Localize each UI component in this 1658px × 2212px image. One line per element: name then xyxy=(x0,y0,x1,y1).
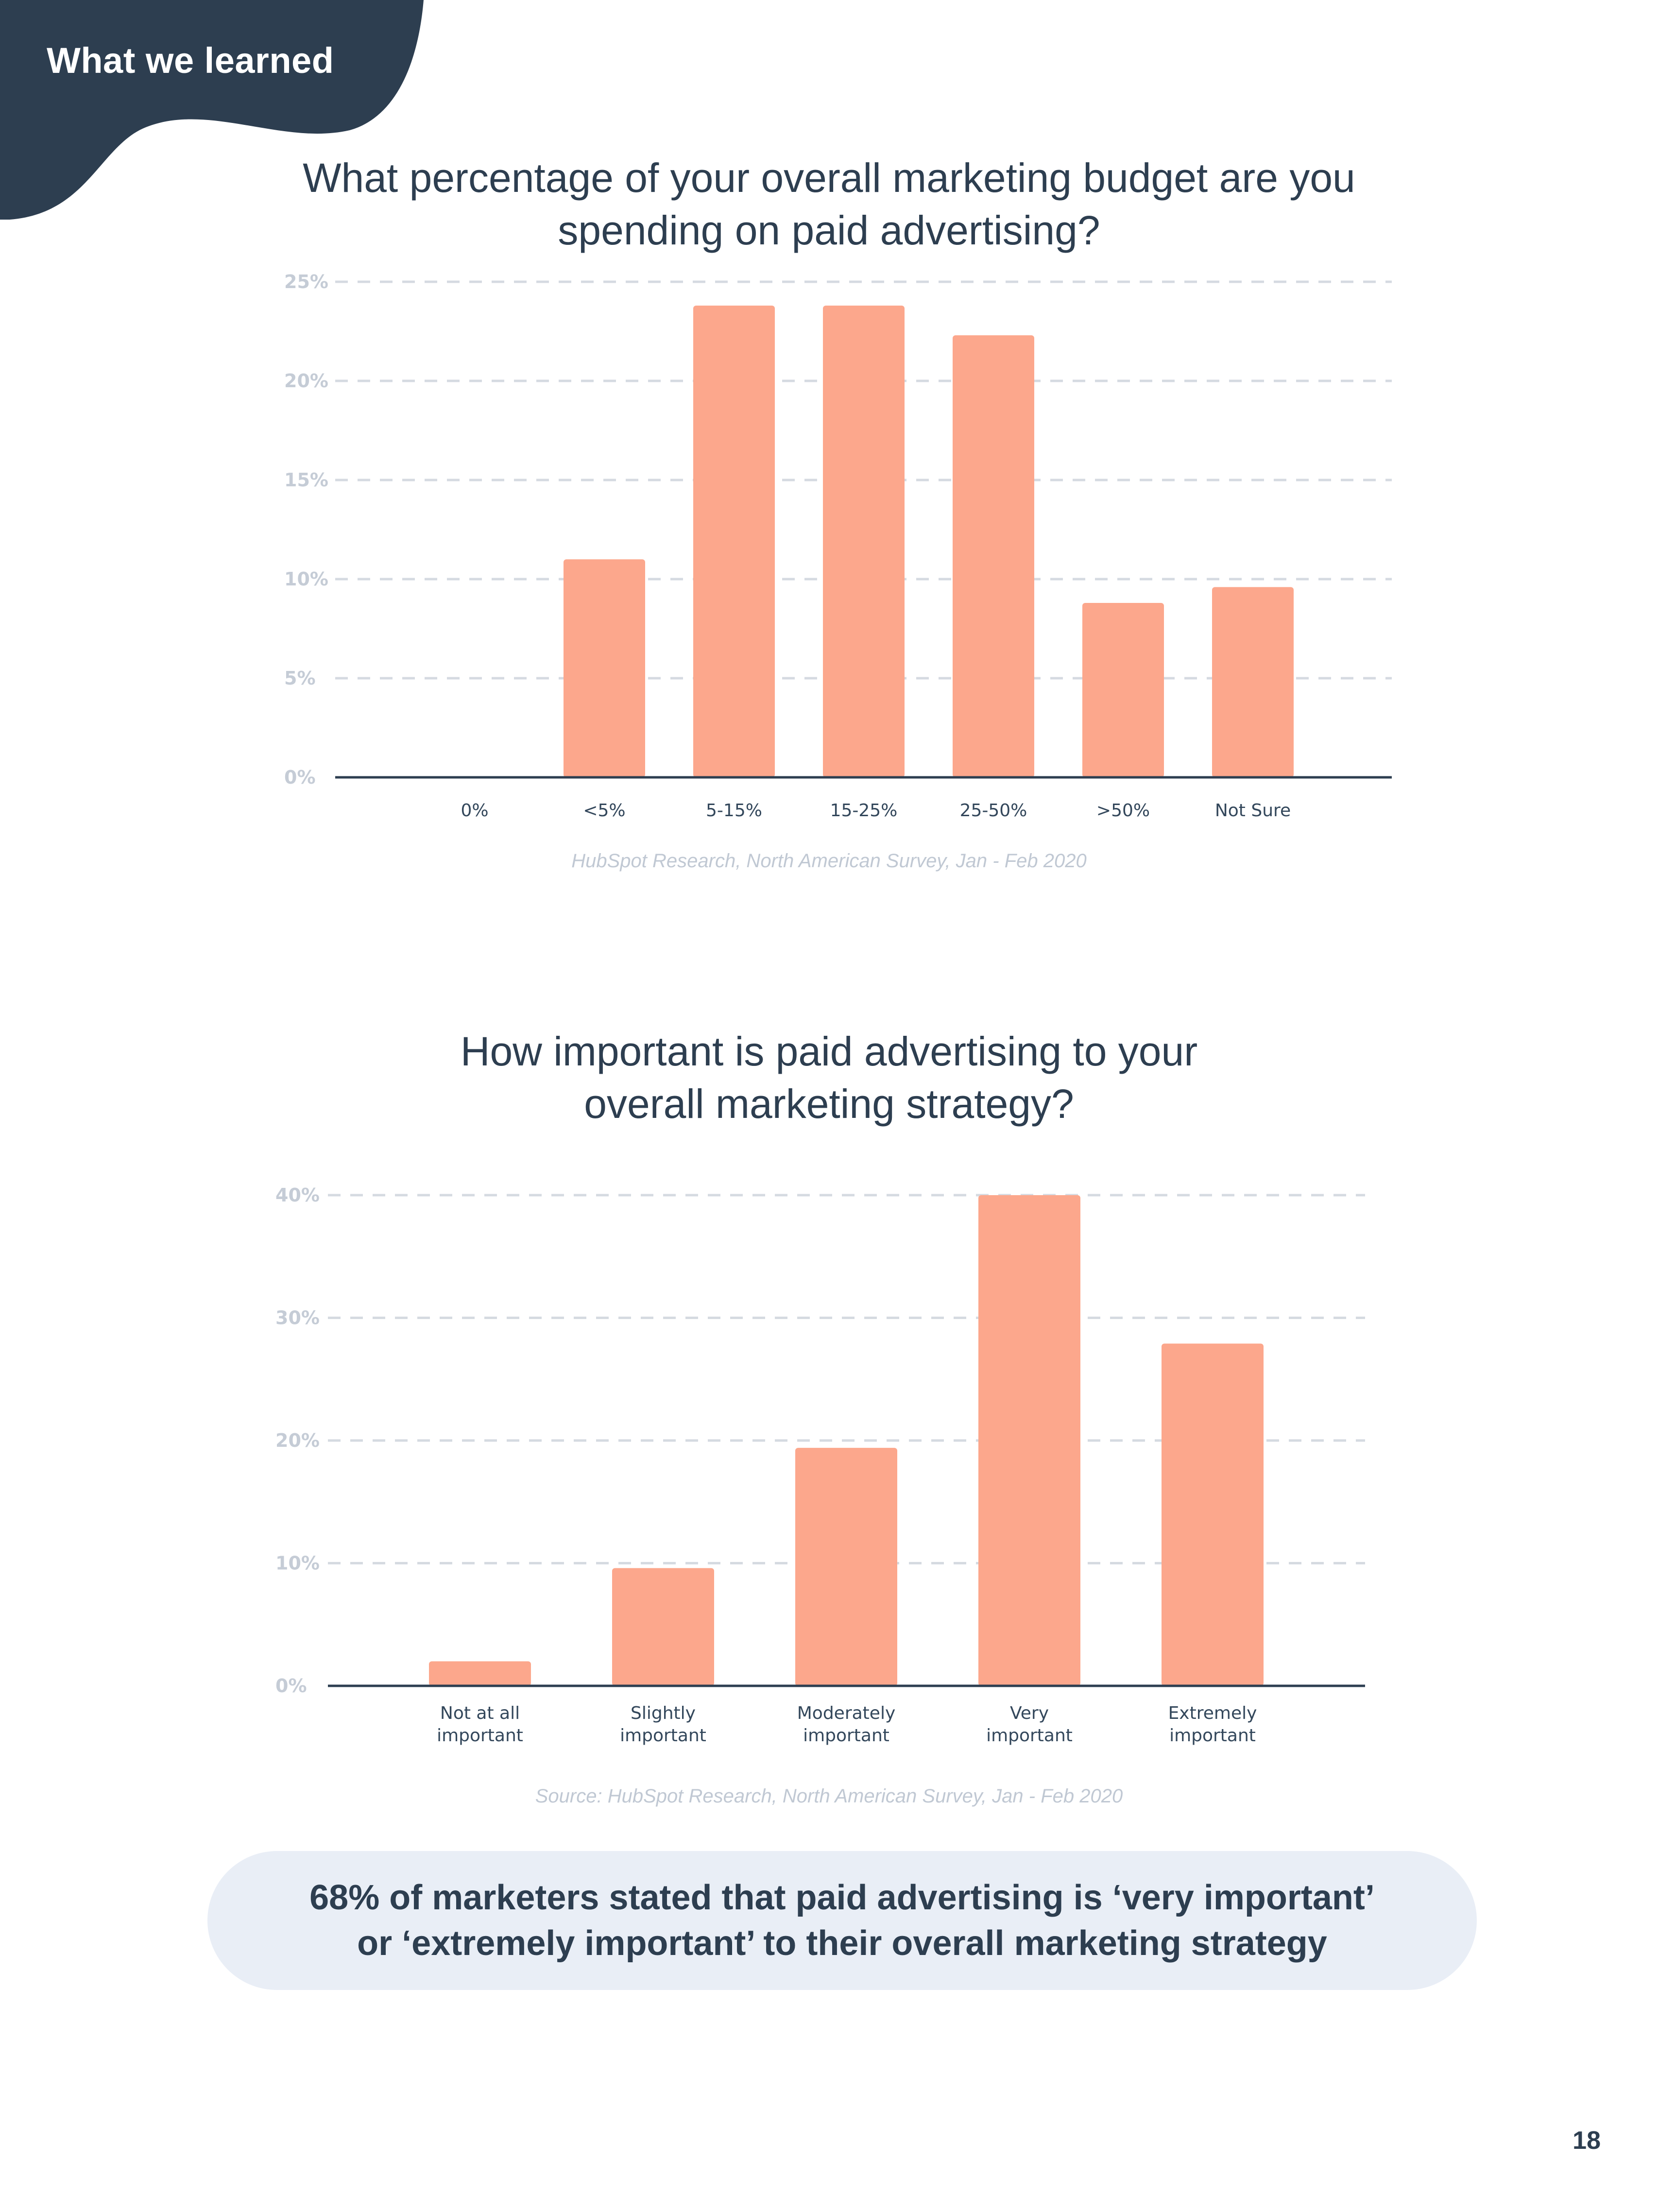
chart1-title: What percentage of your overall marketin… xyxy=(0,152,1658,257)
chart2-bar xyxy=(795,1448,897,1686)
chart1-x-tick-label: >50% xyxy=(1096,801,1150,821)
chart1-x-tick-label: 5-15% xyxy=(706,801,762,821)
chart1-bar xyxy=(564,559,645,777)
chart2-title-line: overall marketing strategy? xyxy=(584,1081,1074,1127)
chart2-x-tick-label: important xyxy=(437,1726,523,1746)
chart1-title-line: spending on paid advertising? xyxy=(558,207,1100,253)
chart2-y-tick-label: 0% xyxy=(275,1675,307,1697)
chart2-x-tick-label: important xyxy=(803,1726,889,1746)
chart1-x-tick-label: <5% xyxy=(583,801,625,821)
section-label: What we learned xyxy=(47,40,334,81)
chart2-y-tick-label: 30% xyxy=(275,1307,320,1329)
chart2-title-line: How important is paid advertising to you… xyxy=(460,1029,1198,1074)
chart1-bar xyxy=(823,305,905,777)
header-blob-shape xyxy=(0,0,424,220)
chart2-x-tick-label: important xyxy=(986,1726,1073,1746)
chart2-bar xyxy=(429,1661,531,1686)
importance-bar-chart: 0% 10% 20% 30% 40% Not at all important Slightl… xyxy=(275,1184,1365,1746)
chart1-y-tick-label: 5% xyxy=(284,668,316,689)
chart1-y-tick-label: 10% xyxy=(284,568,328,590)
chart1-y-tick-label: 25% xyxy=(284,271,328,292)
chart2-y-tick-label: 10% xyxy=(275,1553,320,1574)
chart2-x-tick-label: Slightly xyxy=(631,1703,696,1723)
chart2-title: How important is paid advertising to you… xyxy=(0,1025,1658,1130)
chart1-source-note: HubSpot Research, North American Survey,… xyxy=(571,850,1087,872)
chart2-bar xyxy=(1162,1343,1264,1686)
callout-line: or ‘extremely important’ to their overal… xyxy=(357,1924,1327,1963)
chart2-x-tick-label: Moderately xyxy=(797,1703,896,1723)
callout-line: 68% of marketers stated that paid advert… xyxy=(309,1878,1375,1917)
callout-text: 68% of marketers stated that paid advert… xyxy=(309,1875,1375,1966)
chart2-y-tick-label: 40% xyxy=(275,1184,320,1206)
key-stat-callout: 68% of marketers stated that paid advert… xyxy=(207,1851,1477,1990)
chart1-x-tick-label: 15-25% xyxy=(830,801,898,821)
chart1-y-tick-label: 20% xyxy=(284,370,328,392)
chart1-title-line: What percentage of your overall marketin… xyxy=(303,155,1355,201)
chart1-y-tick-label: 0% xyxy=(284,767,316,788)
chart2-bar xyxy=(612,1568,714,1686)
chart1-bar xyxy=(1212,587,1294,777)
chart1-bar xyxy=(1082,602,1164,777)
chart2-source-note: Source: HubSpot Research, North American… xyxy=(535,1785,1123,1807)
chart2-x-tick-label: important xyxy=(620,1726,706,1746)
chart2-x-tick-label: Extremely xyxy=(1168,1703,1257,1723)
chart1-bar xyxy=(953,335,1034,777)
chart2-x-tick-label: important xyxy=(1169,1726,1256,1746)
chart1-bar xyxy=(693,305,775,777)
chart1-y-tick-label: 15% xyxy=(284,469,328,491)
chart2-x-tick-label: Very xyxy=(1010,1703,1049,1723)
chart1-x-tick-label: 0% xyxy=(461,801,488,821)
chart2-y-tick-label: 20% xyxy=(275,1430,320,1451)
chart1-x-tick-label: 25-50% xyxy=(960,801,1027,821)
chart2-bar xyxy=(978,1195,1080,1686)
budget-bar-chart: 0% 5% 10% 15% 20% 25% 0% <5% 5-15% 15-25% 25-50% >5… xyxy=(284,271,1392,821)
chart1-x-tick-label: Not Sure xyxy=(1215,801,1291,821)
chart2-x-tick-label: Not at all xyxy=(440,1703,520,1723)
page-number: 18 xyxy=(1573,2126,1601,2155)
